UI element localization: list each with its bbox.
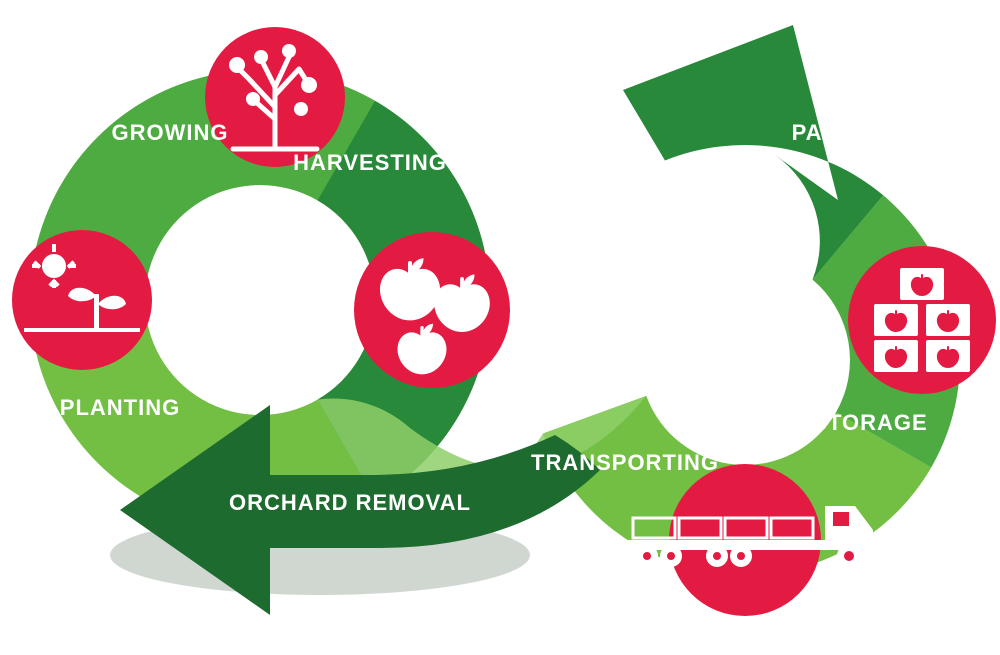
segment-packing-arrow <box>623 25 883 280</box>
icon-harvest <box>354 232 510 388</box>
label-orchard-removal: ORCHARD REMOVAL <box>229 490 471 515</box>
label-harvesting: HARVESTING <box>293 150 447 175</box>
icon-growing <box>205 27 345 167</box>
icon-storage <box>848 246 996 394</box>
label-growing: GROWING <box>112 120 229 145</box>
label-storage: STORAGE <box>812 410 927 435</box>
process-cycle-diagram: GROWING HARVESTING PLANTING ORCHARD REMO… <box>0 0 1000 655</box>
label-transporting: TRANSPORTING <box>531 450 719 475</box>
icon-planting <box>12 230 152 370</box>
label-packing: PACKING <box>792 120 899 145</box>
label-planting: PLANTING <box>60 395 180 420</box>
